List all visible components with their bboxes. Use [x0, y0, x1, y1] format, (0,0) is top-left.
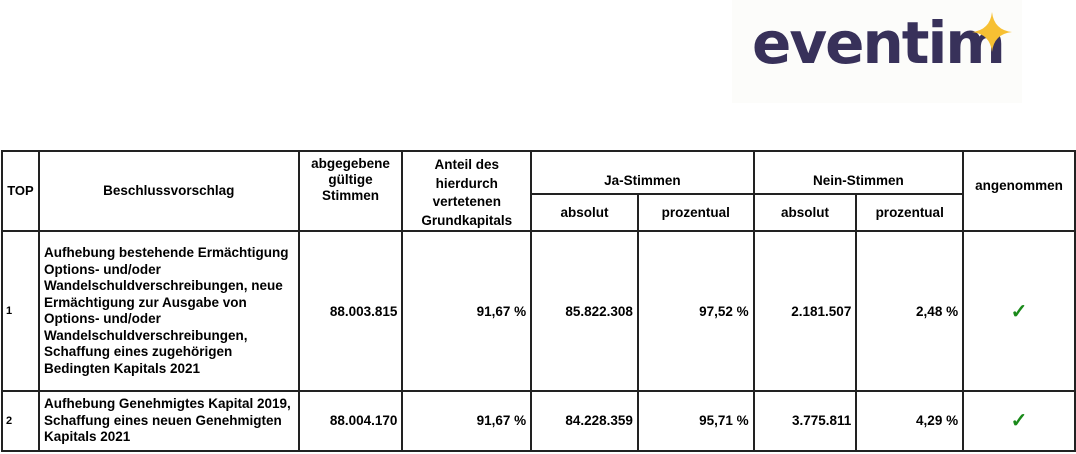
no-absolute: 3.775.811 — [752, 390, 858, 452]
subheader-row: absolut prozentual absolut prozentual — [2, 193, 1075, 232]
no-percent: 2,48 % — [855, 230, 965, 392]
top-number: 2 — [1, 390, 40, 452]
table-row: 2 Aufhebung Genehmigtes Kapital 2019, Sc… — [1, 390, 1076, 452]
share-percent: 91,67 % — [401, 390, 533, 452]
header-yes-votes: Ja-Stimmen — [530, 150, 755, 195]
header-no-absolute: absolut — [752, 193, 858, 232]
proposal-text: Aufhebung bestehende Ermächtigung Option… — [37, 230, 300, 392]
valid-votes: 88.003.815 — [297, 230, 404, 392]
header-no-votes: Nein-Stimmen — [752, 150, 965, 195]
header-no-percent: prozentual — [855, 193, 965, 232]
eventim-logo: eventim — [732, 0, 1022, 103]
yes-percent: 97,52 % — [636, 230, 755, 392]
header-proposal: Beschlussvorschlag — [37, 150, 300, 232]
logo-wordmark: eventim — [752, 9, 1006, 77]
header-valid-votes: abgegebene gültige Stimmen — [297, 150, 404, 232]
header-accepted: angenommen — [962, 150, 1076, 232]
yes-absolute: 84.228.359 — [530, 390, 639, 452]
star-icon — [972, 12, 1012, 52]
no-percent: 4,29 % — [855, 390, 965, 452]
no-absolute: 2.181.507 — [752, 230, 858, 392]
header-share: Anteil des hierdurch vertetenen Grundkap… — [401, 150, 533, 232]
header-top: TOP — [1, 150, 40, 232]
yes-absolute: 85.822.308 — [530, 230, 639, 392]
accepted-check-icon: ✓ — [962, 230, 1076, 392]
yes-percent: 95,71 % — [636, 390, 755, 452]
top-number: 1 — [1, 230, 40, 392]
header-yes-absolute: absolut — [530, 193, 639, 232]
header-yes-percent: prozentual — [636, 193, 755, 232]
table-row: 1 Aufhebung bestehende Ermächtigung Opti… — [1, 230, 1076, 392]
proposal-text: Aufhebung Genehmigtes Kapital 2019, Scha… — [37, 390, 300, 452]
valid-votes: 88.004.170 — [297, 390, 404, 452]
accepted-check-icon: ✓ — [962, 390, 1076, 452]
header-row: TOP Beschlussvorschlag abgegebene gültig… — [1, 150, 1076, 232]
share-percent: 91,67 % — [401, 230, 533, 392]
voting-results-table: TOP Beschlussvorschlag abgegebene gültig… — [1, 150, 1076, 452]
